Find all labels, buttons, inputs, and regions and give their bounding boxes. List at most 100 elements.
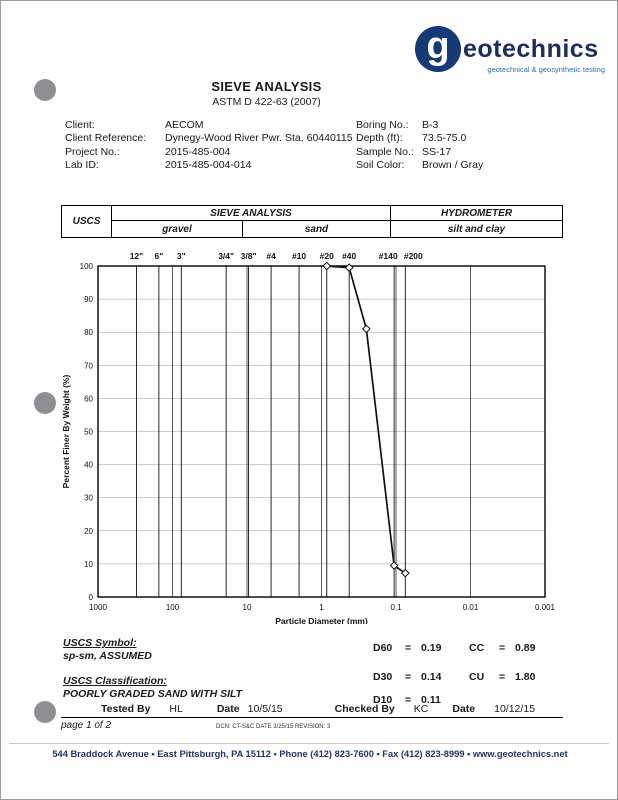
cc-label: CC <box>469 642 485 654</box>
equals-sign: = <box>499 671 506 683</box>
geotechnics-logo: g eotechnics geotechnical & geosynthetic… <box>415 26 607 74</box>
tested-date-label: Date <box>216 703 240 715</box>
boring-no-field: Boring No.: B-3 <box>356 119 483 132</box>
uscs-header: USCS <box>62 206 112 237</box>
equals-sign: = <box>499 642 506 654</box>
logo-wordmark: eotechnics <box>463 34 599 63</box>
svg-text:#10: #10 <box>292 251 306 261</box>
cu-value: 1.80 <box>515 671 536 683</box>
svg-text:0.001: 0.001 <box>535 603 556 612</box>
title-block: SIEVE ANALYSIS ASTM D 422-63 (2007) <box>119 79 414 108</box>
checked-date-value: 10/12/15 <box>494 703 535 715</box>
boring-no-value: B-3 <box>422 119 439 131</box>
svg-text:#20: #20 <box>320 251 334 261</box>
svg-text:0: 0 <box>89 593 94 602</box>
sample-info-left: Client: AECOM Client Reference: Dynegy-W… <box>65 119 353 173</box>
tested-date-value: 10/5/15 <box>247 703 283 715</box>
svg-text:#200: #200 <box>404 251 423 261</box>
d60-value: 0.19 <box>421 642 442 654</box>
sand-header: sand <box>242 221 390 237</box>
svg-text:90: 90 <box>84 295 93 304</box>
svg-text:#140: #140 <box>379 251 398 261</box>
sieve-analysis-header: SIEVE ANALYSIS <box>112 206 390 221</box>
gravel-header: gravel <box>162 223 192 235</box>
svg-text:3/8": 3/8" <box>241 251 257 261</box>
boring-no-label: Boring No.: <box>356 119 409 131</box>
d10-value: 0.11 <box>421 694 441 706</box>
svg-text:20: 20 <box>84 527 93 536</box>
svg-text:Particle Diameter (mm): Particle Diameter (mm) <box>275 616 368 624</box>
equals-sign: = <box>405 694 412 706</box>
svg-text:1000: 1000 <box>89 603 107 612</box>
cu-label: CU <box>469 671 485 683</box>
svg-text:1: 1 <box>319 603 324 612</box>
soil-color-label: Soil Color: <box>356 159 405 172</box>
project-no-value: 2015-485-004 <box>165 145 231 158</box>
svg-text:6": 6" <box>154 251 163 261</box>
d30-value: 0.14 <box>421 671 442 683</box>
footer-address: 544 Braddock Avenue • East Pittsburgh, P… <box>52 749 568 759</box>
equals-sign: = <box>405 642 412 654</box>
d30-label: D30 <box>373 671 393 683</box>
svg-text:60: 60 <box>84 394 93 403</box>
signoff-row: Tested By HL Date 10/5/15 Checked By KC … <box>61 703 563 715</box>
client-label: Client: <box>65 119 95 131</box>
client-value: AECOM <box>165 119 204 131</box>
sample-info-right: Boring No.: B-3 Depth (ft): 73.5-75.0 Sa… <box>356 119 483 173</box>
client-field: Client: AECOM <box>65 119 353 132</box>
punch-hole <box>34 392 56 414</box>
soil-color-value: Brown / Gray <box>422 159 484 172</box>
checked-by-label: Checked By <box>334 703 395 715</box>
checked-date-label: Date <box>452 703 476 715</box>
tested-by-label: Tested By <box>101 703 151 715</box>
checked-by-initials: KC <box>413 703 429 715</box>
stat-row-d30: D30 = 0.14 CU = 1.80 <box>373 671 535 683</box>
page-number: page 1 of 2 <box>61 720 112 731</box>
punch-hole <box>34 79 56 101</box>
sample-no-value: SS-17 <box>422 145 452 158</box>
lab-id-value: 2015-485-004-014 <box>165 159 252 172</box>
logo-g-icon: g <box>415 26 461 72</box>
svg-text:100: 100 <box>80 262 94 271</box>
uscs-results: USCS Symbol: sp-sm, ASSUMED USCS Classif… <box>63 637 242 700</box>
classification-header-table: USCS SIEVE ANALYSIS HYDROMETER gravel sa… <box>61 205 563 238</box>
signoff-block: Tested By HL Date 10/5/15 Checked By KC … <box>61 703 563 731</box>
d10-label: D10 <box>373 694 393 706</box>
d60-label: D60 <box>373 642 393 654</box>
gradation-statistics: D60 = 0.19 CC = 0.89 D30 = 0.14 CU = 1.8… <box>373 642 535 706</box>
svg-text:80: 80 <box>84 328 93 337</box>
sample-no-label: Sample No.: <box>356 145 414 158</box>
svg-text:0.1: 0.1 <box>390 603 402 612</box>
svg-text:#4: #4 <box>266 251 276 261</box>
logo-tagline: geotechnical & geosynthetic testing <box>487 65 605 74</box>
lab-id-field: Lab ID: 2015-485-004-014 <box>65 159 353 172</box>
svg-text:3": 3" <box>177 251 186 261</box>
silt-and-clay-header: silt and clay <box>390 221 562 237</box>
depth-label: Depth (ft): <box>356 132 403 145</box>
punch-hole <box>34 701 56 723</box>
uscs-symbol-value: sp-sm, ASSUMED <box>63 649 152 662</box>
client-reference-value: Dynegy-Wood River Pwr. Sta. 60440115 <box>165 132 353 145</box>
svg-text:50: 50 <box>84 428 93 437</box>
project-no-field: Project No.: 2015-485-004 <box>65 146 353 159</box>
stat-row-d10: D10 = 0.11 <box>373 694 535 706</box>
client-reference-label: Client Reference: <box>65 132 147 145</box>
depth-value: 73.5-75.0 <box>422 132 467 145</box>
depth-field: Depth (ft): 73.5-75.0 <box>356 132 483 145</box>
svg-text:#40: #40 <box>342 251 356 261</box>
sample-no-field: Sample No.: SS-17 <box>356 146 483 159</box>
svg-text:3/4": 3/4" <box>218 251 234 261</box>
uscs-symbol-label: USCS Symbol: <box>63 637 137 649</box>
stat-row-d60: D60 = 0.19 CC = 0.89 <box>373 642 535 654</box>
svg-text:10: 10 <box>243 603 252 612</box>
doc-title: SIEVE ANALYSIS <box>211 79 322 94</box>
uscs-classification-label: USCS Classification: <box>63 675 167 687</box>
svg-text:12": 12" <box>130 251 144 261</box>
lab-id-label: Lab ID: <box>65 159 99 172</box>
svg-text:40: 40 <box>84 461 93 470</box>
doc-subtitle: ASTM D 422-63 (2007) <box>212 96 321 108</box>
soil-color-field: Soil Color: Brown / Gray <box>356 159 483 172</box>
footer-rule <box>9 743 609 744</box>
